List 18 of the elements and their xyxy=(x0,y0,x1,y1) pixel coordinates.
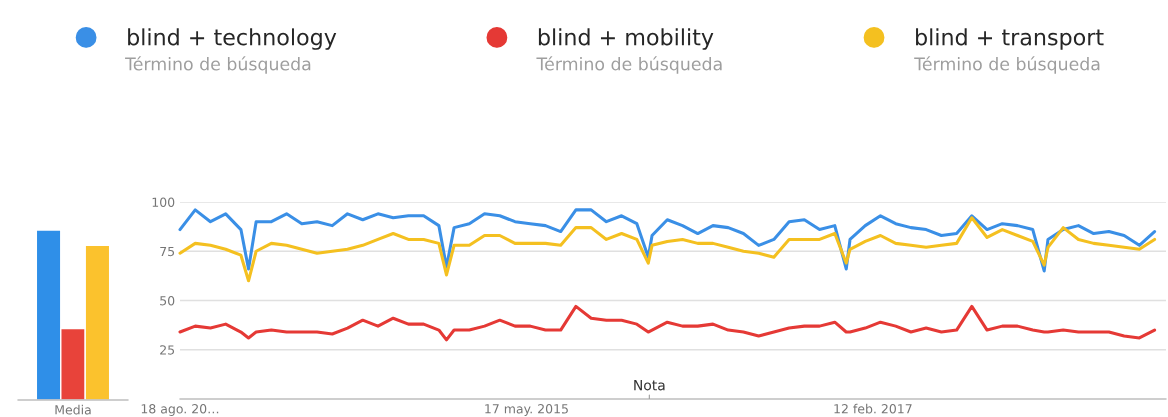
x-tick-label: 18 ago. 20… xyxy=(141,404,219,416)
x-tick-label: 17 may. 2015 xyxy=(485,404,568,416)
line-series xyxy=(178,304,1157,342)
y-tick-label: 50 xyxy=(160,295,175,306)
legend-label: blind + transport xyxy=(916,28,1104,50)
line-series xyxy=(178,216,1157,283)
legend-label: blind + technology xyxy=(128,28,337,50)
text: Término de búsqueda xyxy=(536,56,722,74)
y-tick-label: 100 xyxy=(152,197,175,207)
y-tick-label: 25 xyxy=(160,345,175,355)
text: Término de búsqueda xyxy=(125,56,311,74)
x-tick-label: Media xyxy=(55,404,91,415)
x-tick-label: 12 feb. 2017 xyxy=(834,403,912,414)
y-tick-label: 75 xyxy=(160,246,175,257)
legend-label: blind + mobility xyxy=(538,28,714,50)
annotation: Nota xyxy=(634,380,665,391)
line-series xyxy=(178,208,1157,273)
text: Término de búsqueda xyxy=(914,56,1100,74)
